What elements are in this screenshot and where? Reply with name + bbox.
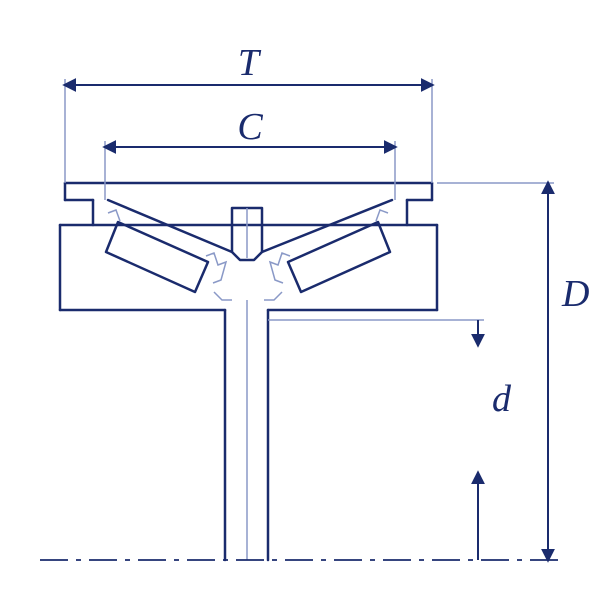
dimension-D bbox=[437, 183, 554, 560]
bearing-outline bbox=[60, 183, 437, 310]
label-D: D bbox=[561, 273, 589, 315]
tapered-rollers bbox=[106, 208, 390, 300]
label-d: d bbox=[492, 378, 512, 420]
inner-shaft-lines bbox=[225, 300, 268, 560]
bearing-cross-section-diagram: T C D d bbox=[0, 0, 600, 600]
dimension-C bbox=[105, 141, 395, 200]
label-C: C bbox=[237, 106, 263, 148]
dimension-d bbox=[268, 320, 484, 560]
label-T: T bbox=[238, 42, 262, 84]
